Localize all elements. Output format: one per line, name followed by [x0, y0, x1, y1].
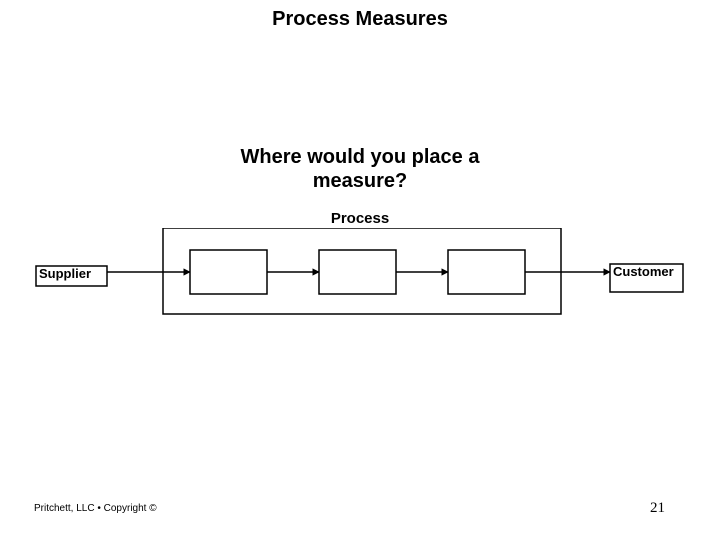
page-title: Process Measures [0, 8, 720, 31]
node-step3 [448, 250, 525, 294]
node-step2 [319, 250, 396, 294]
question-text: Where would you place ameasure? [0, 145, 720, 193]
flow-svg [0, 228, 720, 318]
node-customer [610, 264, 683, 292]
node-step1 [190, 250, 267, 294]
footer-copyright: Pritchett, LLC • Copyright © [34, 503, 157, 514]
process-flow-diagram: SupplierCustomer [0, 228, 720, 318]
process-label: Process [0, 210, 720, 227]
page-number: 21 [650, 500, 665, 517]
page-title-text: Process Measures [272, 8, 448, 30]
node-supplier [36, 266, 107, 286]
